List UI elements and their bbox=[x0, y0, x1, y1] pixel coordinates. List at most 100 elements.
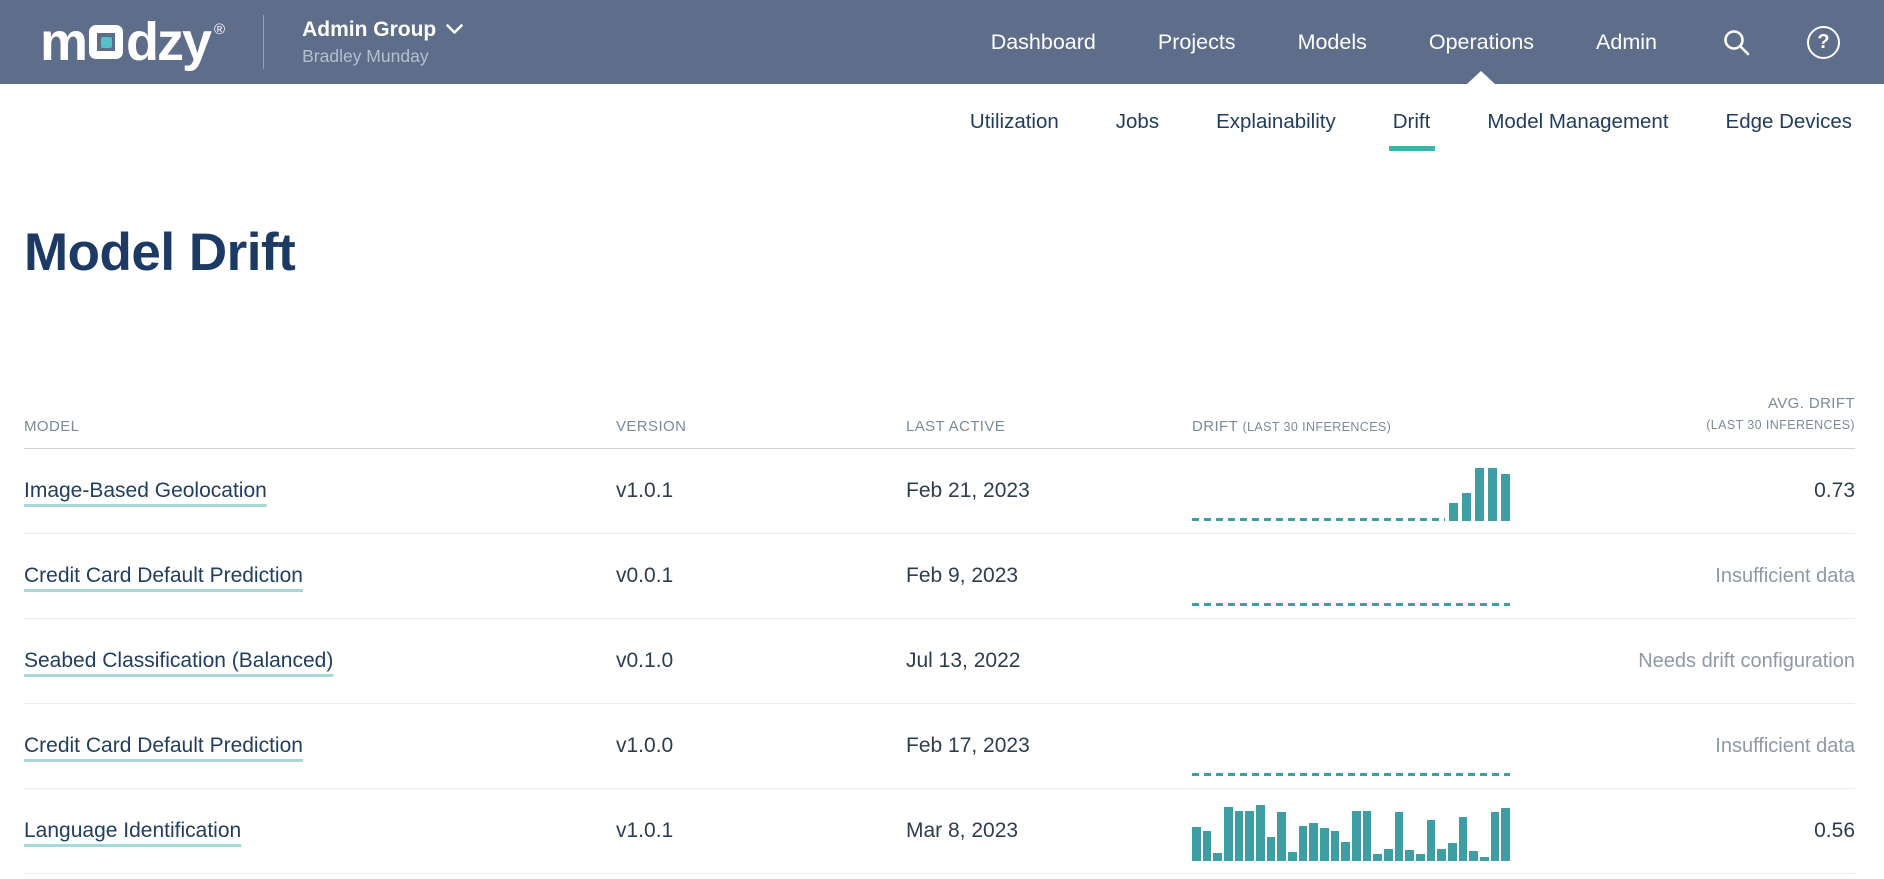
nav-item-models[interactable]: Models bbox=[1297, 29, 1367, 54]
avg-drift-status: Insufficient data bbox=[1715, 564, 1855, 587]
drift-sparkline bbox=[1192, 465, 1510, 521]
drift-bar bbox=[1330, 830, 1340, 861]
registered-mark: ® bbox=[214, 20, 226, 38]
column-header-version: VERSION bbox=[616, 417, 687, 435]
modzy-logo-o-icon bbox=[89, 25, 124, 59]
drift-bar bbox=[1224, 806, 1233, 861]
drift-bar bbox=[1362, 810, 1372, 861]
drift-chart-cell bbox=[1192, 704, 1514, 789]
logo-text-pre: m bbox=[40, 12, 88, 72]
version-cell: v0.1.0 bbox=[616, 649, 674, 673]
drift-chart-cell bbox=[1192, 619, 1514, 704]
drift-bar bbox=[1288, 851, 1297, 861]
tab-edge-devices[interactable]: Edge Devices bbox=[1725, 110, 1852, 133]
top-bar: m dzy ® Admin Group Bradley Munday Dashb… bbox=[0, 0, 1884, 84]
last-active-cell: Feb 17, 2023 bbox=[906, 734, 1030, 758]
drift-bar bbox=[1501, 473, 1510, 521]
drift-bar bbox=[1384, 848, 1393, 861]
drift-bar bbox=[1426, 819, 1436, 861]
version-cell: v1.0.1 bbox=[616, 819, 674, 843]
drift-sparkline bbox=[1192, 550, 1510, 606]
model-link[interactable]: Credit Card Default Prediction bbox=[24, 734, 303, 758]
drift-bar bbox=[1458, 816, 1468, 861]
table-body: Image-Based Geolocation v1.0.1 Feb 21, 202… bbox=[24, 449, 1855, 874]
drift-baseline bbox=[1192, 517, 1445, 521]
drift-bar bbox=[1277, 811, 1286, 861]
last-active-cell: Mar 8, 2023 bbox=[906, 819, 1019, 843]
header-divider bbox=[263, 15, 265, 69]
table-header-row: MODEL VERSION LAST ACTIVE DRIFT (LAST 30… bbox=[24, 392, 1855, 449]
tab-model-management[interactable]: Model Management bbox=[1487, 110, 1669, 133]
model-link[interactable]: Language Identification bbox=[24, 819, 242, 843]
drift-bar bbox=[1405, 849, 1414, 861]
avg-drift-status: Insufficient data bbox=[1715, 734, 1855, 757]
avg-drift-status: Needs drift configuration bbox=[1638, 649, 1855, 672]
drift-sparkline bbox=[1192, 720, 1510, 776]
tab-drift[interactable]: Drift bbox=[1393, 84, 1431, 160]
model-link[interactable]: Credit Card Default Prediction bbox=[24, 564, 303, 588]
last-active-cell: Feb 9, 2023 bbox=[906, 564, 1019, 588]
model-link[interactable]: Image-Based Geolocation bbox=[24, 479, 267, 503]
drift-bar bbox=[1449, 502, 1458, 521]
last-active-cell: Jul 13, 2022 bbox=[906, 649, 1021, 673]
version-cell: v1.0.1 bbox=[616, 479, 674, 503]
account-group-dropdown[interactable]: Admin Group Bradley Munday bbox=[302, 17, 464, 67]
drift-bar bbox=[1309, 822, 1318, 861]
tab-jobs[interactable]: Jobs bbox=[1115, 110, 1160, 133]
search-icon[interactable] bbox=[1721, 27, 1751, 57]
drift-bar bbox=[1373, 853, 1382, 861]
model-cell: Language Identification bbox=[24, 819, 616, 843]
modzy-logo-center-square bbox=[100, 36, 112, 48]
column-header-drift: DRIFT (LAST 30 INFERENCES) bbox=[1192, 417, 1392, 435]
model-link[interactable]: Seabed Classification (Balanced) bbox=[24, 649, 334, 673]
chevron-down-icon bbox=[446, 24, 464, 34]
model-cell: Credit Card Default Prediction bbox=[24, 564, 616, 588]
nav-item-operations[interactable]: Operations bbox=[1429, 0, 1534, 84]
column-header-last-active: LAST ACTIVE bbox=[906, 417, 1006, 435]
nav-item-dashboard[interactable]: Dashboard bbox=[990, 29, 1096, 54]
drift-bar bbox=[1448, 842, 1457, 861]
column-header-model: MODEL bbox=[24, 417, 80, 435]
avg-drift-value: 0.56 bbox=[1814, 819, 1855, 843]
drift-baseline bbox=[1192, 772, 1510, 776]
drift-bar bbox=[1462, 492, 1471, 521]
drift-bar bbox=[1437, 848, 1446, 861]
logo-text-post: dzy bbox=[126, 12, 212, 72]
drift-bar bbox=[1213, 852, 1222, 861]
drift-bar bbox=[1490, 811, 1500, 861]
drift-bar bbox=[1245, 810, 1254, 861]
version-cell: v0.0.1 bbox=[616, 564, 674, 588]
drift-bar bbox=[1501, 807, 1510, 861]
modzy-logo[interactable]: m dzy ® bbox=[40, 15, 225, 69]
drift-bar bbox=[1266, 836, 1276, 861]
table-row: Credit Card Default Prediction v0.0.1 Feb … bbox=[24, 534, 1855, 619]
drift-baseline bbox=[1192, 602, 1510, 606]
drift-bar bbox=[1256, 804, 1265, 861]
account-group-name: Admin Group bbox=[302, 17, 437, 41]
drift-sparkline bbox=[1192, 804, 1510, 861]
drift-bar bbox=[1475, 467, 1484, 521]
drift-chart-cell bbox=[1192, 449, 1514, 534]
drift-bar bbox=[1488, 467, 1497, 521]
drift-bar bbox=[1416, 853, 1425, 861]
table-row: Language Identification v1.0.1 Mar 8, 2023… bbox=[24, 789, 1855, 874]
drift-bar bbox=[1341, 841, 1350, 861]
drift-bar bbox=[1320, 827, 1329, 861]
drift-chart-cell bbox=[1192, 534, 1514, 619]
nav-item-admin[interactable]: Admin bbox=[1596, 29, 1657, 54]
drift-bar bbox=[1192, 826, 1201, 861]
model-cell: Seabed Classification (Balanced) bbox=[24, 649, 616, 673]
tab-utilization[interactable]: Utilization bbox=[969, 110, 1059, 133]
model-cell: Image-Based Geolocation bbox=[24, 479, 616, 503]
version-cell: v1.0.0 bbox=[616, 734, 674, 758]
help-icon[interactable]: ? bbox=[1807, 25, 1840, 59]
column-header-avg-drift: AVG. DRIFT (LAST 30 INFERENCES) bbox=[1706, 395, 1855, 432]
operations-subnav: Utilization Jobs Explainability Drift Model … bbox=[0, 84, 1884, 160]
nav-item-projects[interactable]: Projects bbox=[1157, 29, 1236, 54]
tab-explainability[interactable]: Explainability bbox=[1216, 110, 1336, 133]
page-title: Model Drift bbox=[24, 223, 296, 282]
drift-bar bbox=[1352, 810, 1361, 861]
drift-bar bbox=[1469, 850, 1478, 861]
drift-bar bbox=[1394, 811, 1404, 861]
drift-bar bbox=[1202, 830, 1212, 861]
